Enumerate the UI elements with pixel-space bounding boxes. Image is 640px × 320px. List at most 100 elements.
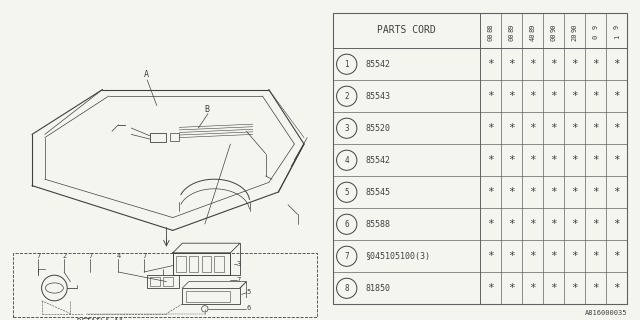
Text: *: * [529, 187, 536, 197]
Text: *: * [593, 123, 599, 133]
Text: *: * [550, 91, 557, 101]
Text: *: * [550, 187, 557, 197]
Text: 85545: 85545 [365, 188, 390, 197]
Text: *: * [487, 59, 494, 69]
Text: *: * [593, 91, 599, 101]
Text: *: * [614, 283, 620, 293]
Text: 1: 1 [344, 60, 349, 69]
Text: *: * [550, 251, 557, 261]
Text: 4: 4 [344, 156, 349, 165]
Text: 5: 5 [246, 289, 251, 295]
Text: 7: 7 [344, 252, 349, 261]
Text: 81850: 81850 [365, 284, 390, 293]
Text: 9: 9 [593, 25, 599, 29]
Text: 85520: 85520 [365, 124, 390, 133]
Text: *: * [487, 187, 494, 197]
Text: 85588: 85588 [365, 220, 390, 229]
Text: *: * [508, 283, 515, 293]
Text: *: * [593, 219, 599, 229]
Text: *: * [593, 251, 599, 261]
Text: 89: 89 [530, 23, 536, 31]
Text: *: * [508, 219, 515, 229]
Text: *: * [529, 283, 536, 293]
Bar [150, 133, 166, 142]
Text: *: * [529, 123, 536, 133]
Text: *: * [550, 219, 557, 229]
Text: *: * [529, 219, 536, 229]
Text: *: * [487, 123, 494, 133]
Text: *: * [487, 283, 494, 293]
Text: §045105100(3): §045105100(3) [365, 252, 431, 261]
Text: 20: 20 [572, 32, 578, 41]
Text: DETAIL" A": DETAIL" A" [77, 318, 123, 320]
Text: *: * [550, 123, 557, 133]
Text: 85542: 85542 [365, 156, 390, 165]
Text: *: * [614, 251, 620, 261]
Bar [163, 277, 173, 286]
Text: 88: 88 [488, 23, 493, 31]
Text: *: * [572, 219, 578, 229]
Bar [13, 253, 317, 317]
Text: *: * [614, 155, 620, 165]
Text: A816000035: A816000035 [585, 310, 627, 316]
Bar [182, 288, 240, 304]
Text: 89: 89 [509, 23, 515, 31]
Text: *: * [550, 155, 557, 165]
Text: *: * [614, 219, 620, 229]
Text: *: * [529, 155, 536, 165]
Bar [186, 291, 230, 302]
Bar [173, 253, 230, 275]
Text: 2: 2 [344, 92, 349, 101]
Text: 00: 00 [509, 32, 515, 41]
Text: *: * [487, 155, 494, 165]
Text: *: * [508, 187, 515, 197]
Text: *: * [572, 283, 578, 293]
Text: 7: 7 [237, 276, 241, 283]
Text: 85542: 85542 [365, 60, 390, 69]
Text: 00: 00 [550, 32, 557, 41]
Text: *: * [508, 123, 515, 133]
Text: *: * [572, 251, 578, 261]
Text: A: A [144, 70, 149, 79]
Text: *: * [593, 283, 599, 293]
Text: *: * [614, 123, 620, 133]
Text: *: * [614, 59, 620, 69]
Text: *: * [614, 187, 620, 197]
Text: *: * [593, 155, 599, 165]
Text: *: * [508, 155, 515, 165]
Text: *: * [572, 91, 578, 101]
Text: *: * [572, 155, 578, 165]
Text: *: * [572, 59, 578, 69]
Text: 7: 7 [143, 252, 147, 259]
Bar [202, 256, 211, 272]
Bar [214, 256, 224, 272]
Text: *: * [614, 91, 620, 101]
Text: B: B [205, 105, 210, 114]
Text: *: * [572, 187, 578, 197]
Text: 0: 0 [593, 35, 599, 39]
Text: 90: 90 [550, 23, 557, 31]
Text: 9: 9 [614, 25, 620, 29]
Text: *: * [508, 251, 515, 261]
Bar [189, 256, 198, 272]
Text: *: * [593, 59, 599, 69]
Text: 1: 1 [614, 35, 620, 39]
Text: 2: 2 [63, 252, 67, 259]
Text: *: * [487, 251, 494, 261]
Text: 3: 3 [237, 260, 241, 267]
Text: 5: 5 [344, 188, 349, 197]
Bar [150, 277, 160, 286]
Text: 00: 00 [488, 32, 493, 41]
Bar [147, 275, 179, 288]
Text: *: * [529, 59, 536, 69]
Text: *: * [593, 187, 599, 197]
Text: 90: 90 [572, 23, 578, 31]
Text: PARTS CORD: PARTS CORD [377, 25, 436, 35]
Text: *: * [550, 283, 557, 293]
Text: *: * [529, 251, 536, 261]
Text: 6: 6 [246, 305, 251, 311]
Text: *: * [487, 91, 494, 101]
Text: *: * [550, 59, 557, 69]
Text: 8: 8 [344, 284, 349, 293]
Text: 40: 40 [530, 32, 536, 41]
